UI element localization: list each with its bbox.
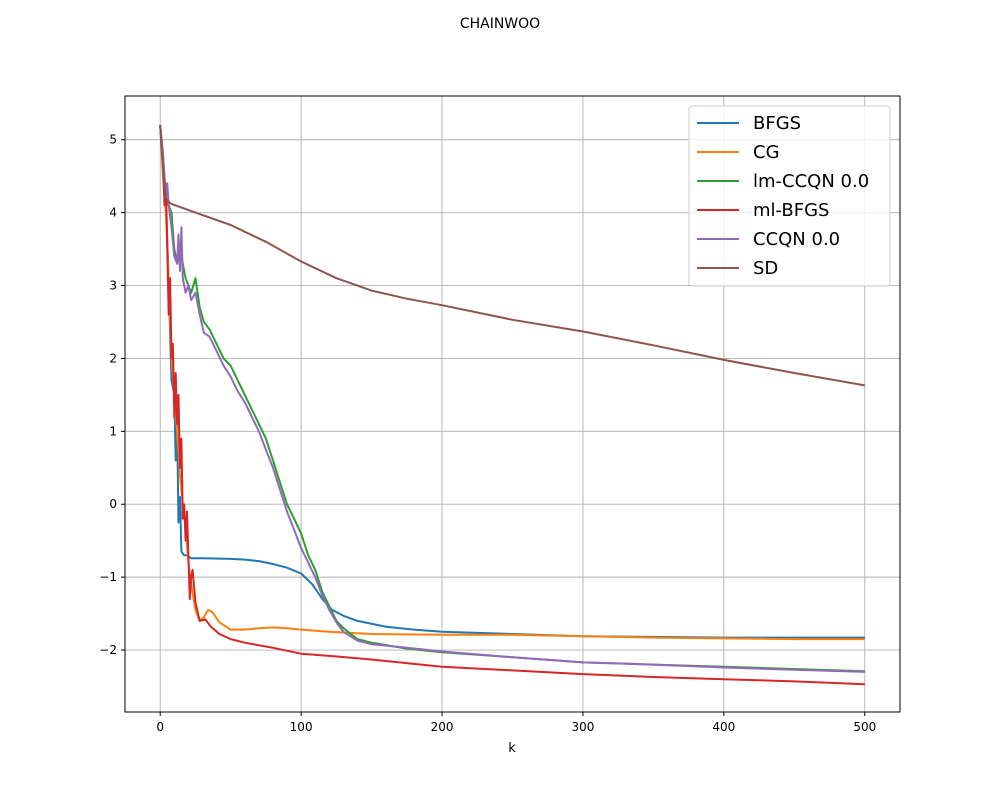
series-line-ccqn-0-0 [159, 125, 865, 673]
legend: BFGS CG lm-CCQN 0.0 ml-BFGS CCQN 0.0 SD [688, 105, 891, 287]
x-tick-label: 0 [156, 720, 164, 734]
legend-label-lm-ccqn-0-0: lm-CCQN 0.0 [753, 171, 869, 192]
y-tick-label: −1 [99, 570, 117, 584]
series-line-bfgs [159, 125, 865, 639]
x-tick-label: 100 [290, 720, 313, 734]
y-tick-label: 2 [109, 351, 117, 365]
x-tick-label: 200 [431, 720, 454, 734]
legend-label-sd: SD [753, 258, 778, 279]
y-tick-label: 1 [109, 424, 117, 438]
series-lines [159, 125, 865, 686]
legend-label-ml-bfgs: ml-BFGS [753, 200, 829, 221]
y-tick-label: 5 [109, 133, 117, 147]
y-tick-label: 4 [109, 206, 117, 220]
legend-label-ccqn-0-0: CCQN 0.0 [753, 229, 840, 250]
legend-box [688, 105, 891, 287]
axes-frame [124, 95, 901, 713]
series-line-ml-bfgs [159, 125, 865, 686]
series-line-sd [159, 125, 865, 387]
x-tick-label: 400 [712, 720, 735, 734]
chart-title: CHAINWOO [460, 16, 540, 32]
y-tick-label: −2 [99, 643, 117, 657]
y-tick-label: 0 [109, 497, 117, 511]
legend-label-bfgs: BFGS [753, 113, 801, 134]
axis-ticks: 0 100 200 300 400 500 −2 −1 0 1 2 3 4 5 [99, 133, 876, 734]
legend-label-cg: CG [753, 142, 780, 163]
grid [125, 96, 900, 712]
y-tick-label: 3 [109, 279, 117, 293]
x-tick-label: 500 [853, 720, 876, 734]
x-tick-label: 300 [572, 720, 595, 734]
x-axis-label: k [508, 741, 516, 756]
